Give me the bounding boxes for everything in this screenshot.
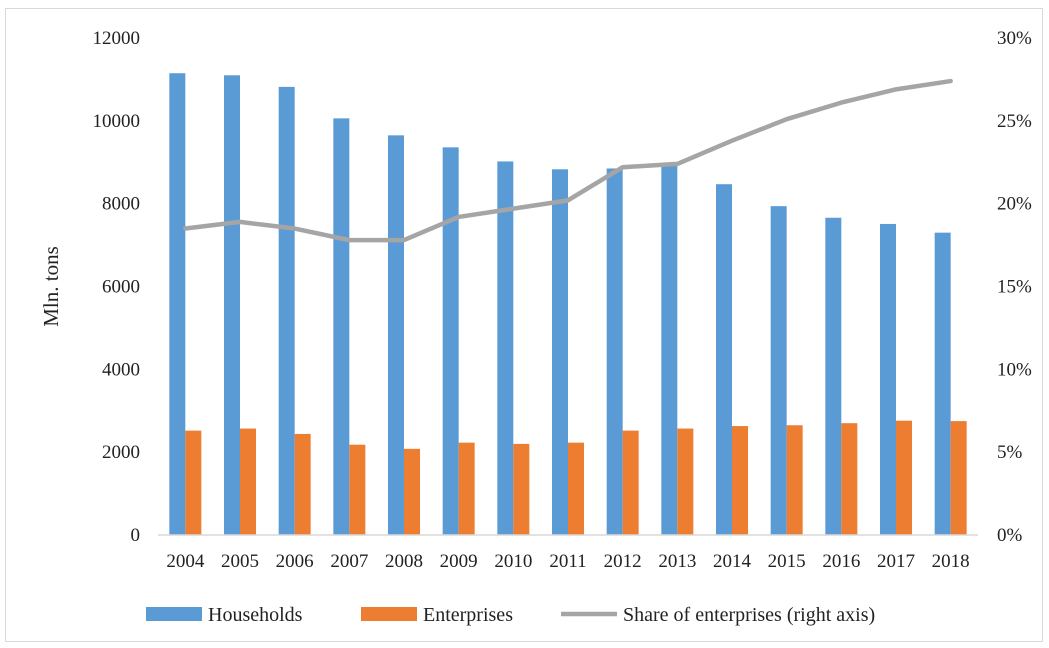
- bar-enterprises-2006: [294, 433, 311, 535]
- y2-tick-label: 15%: [997, 277, 1032, 298]
- bar-enterprises-2005: [240, 428, 256, 535]
- bar-enterprises-2018: [950, 421, 967, 535]
- bar-households-2016: [825, 217, 842, 535]
- y-tick-label: 0: [131, 525, 141, 546]
- x-tick-label: 2006: [276, 551, 314, 572]
- bar-households-2008: [388, 135, 404, 535]
- bar-enterprises-2016: [841, 423, 858, 535]
- bar-enterprises-2009: [458, 442, 475, 535]
- x-tick-label: 2013: [658, 551, 696, 572]
- y-tick-label: 2000: [102, 442, 140, 463]
- bar-households-2018: [934, 232, 951, 536]
- bar-households-2014: [716, 184, 732, 535]
- y-tick-label: 12000: [93, 28, 141, 49]
- bar-households-2013: [661, 165, 678, 535]
- bar-enterprises-2014: [732, 426, 748, 535]
- bar-households-2011: [552, 169, 568, 535]
- bar-enterprises-2010: [513, 443, 530, 535]
- bar-households-2015: [770, 206, 787, 535]
- bar-enterprises-2011: [568, 442, 584, 535]
- x-axis: 2004 2005 2006 2007 2008 2009 2010 2011 2012 2013…: [166, 551, 969, 572]
- bar-enterprises-2015: [786, 425, 803, 535]
- bar-households-2017: [880, 223, 896, 536]
- bars-layer: [169, 73, 967, 536]
- bar-enterprises-2007: [349, 444, 366, 535]
- legend-swatch-households: [146, 607, 202, 621]
- y-tick-label: 4000: [102, 359, 140, 380]
- bar-households-2005: [224, 75, 240, 536]
- bar-households-2004: [169, 73, 186, 536]
- bar-households-2012: [606, 168, 623, 535]
- y-tick-label: 6000: [102, 277, 140, 298]
- y-axis-right: 0% 5% 10% 15% 20% 25% 30%: [997, 28, 1032, 546]
- y-axis-left: 0 2000 4000 6000 8000 10000 12000: [93, 28, 141, 546]
- bar-households-2010: [497, 161, 514, 535]
- x-tick-label: 2018: [932, 551, 970, 572]
- y-tick-label: 10000: [93, 111, 141, 132]
- bar-households-2007: [333, 118, 350, 536]
- bar-households-2006: [278, 86, 295, 535]
- y2-tick-label: 10%: [997, 359, 1032, 380]
- legend-swatch-enterprises: [361, 607, 417, 621]
- x-tick-label: 2007: [330, 551, 368, 572]
- y2-tick-label: 5%: [997, 442, 1023, 463]
- x-tick-label: 2015: [768, 551, 806, 572]
- y2-tick-label: 25%: [997, 111, 1032, 132]
- bar-enterprises-2008: [404, 448, 420, 535]
- line-share-of-enterprises: [183, 78, 953, 243]
- bar-households-2009: [442, 147, 459, 535]
- x-tick-label: 2016: [822, 551, 860, 572]
- y-tick-label: 8000: [102, 194, 140, 215]
- legend-label-share-of-enterprises-right-axis: Share of enterprises (right axis): [623, 604, 875, 626]
- x-tick-label: 2009: [440, 551, 478, 572]
- x-tick-label: 2005: [221, 551, 259, 572]
- x-tick-label: 2012: [604, 551, 642, 572]
- legend-label-households: Households: [208, 604, 303, 626]
- legend: Households Enterprises Share of enterprise…: [146, 604, 875, 626]
- bar-enterprises-2017: [896, 420, 912, 535]
- x-tick-label: 2010: [494, 551, 532, 572]
- x-tick-label: 2008: [385, 551, 423, 572]
- line-layer: [183, 78, 953, 243]
- bar-enterprises-2004: [185, 430, 202, 535]
- y2-tick-label: 30%: [997, 28, 1032, 49]
- y2-tick-label: 0%: [997, 525, 1023, 546]
- y2-tick-label: 20%: [997, 194, 1032, 215]
- bar-enterprises-2013: [677, 428, 694, 535]
- x-tick-label: 2004: [166, 551, 205, 572]
- y-axis-title: Mln. tons: [39, 246, 63, 327]
- legend-label-enterprises: Enterprises: [423, 604, 513, 626]
- x-tick-label: 2011: [549, 551, 586, 572]
- x-tick-label: 2017: [877, 551, 915, 572]
- bar-enterprises-2012: [622, 430, 639, 535]
- x-tick-label: 2014: [713, 551, 752, 572]
